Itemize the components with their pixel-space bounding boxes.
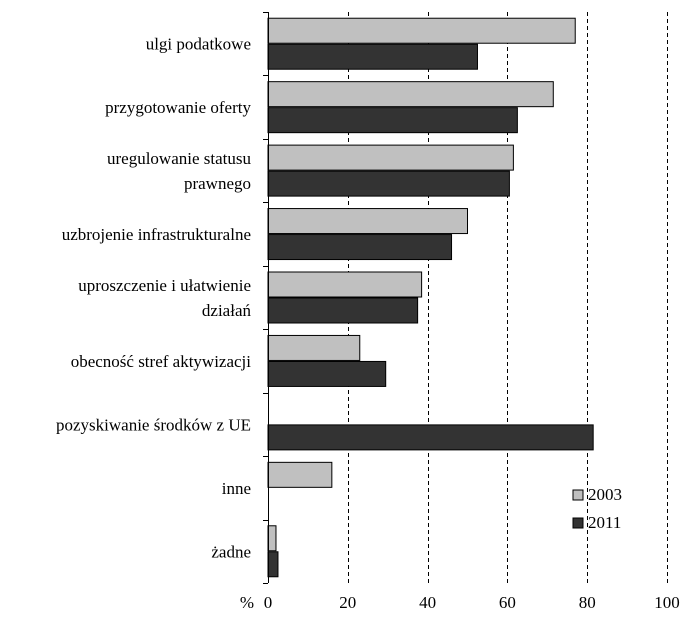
category-label-8: żadne: [211, 542, 251, 561]
x-tick-label-20: 20: [339, 593, 356, 612]
legend-swatch-2011: [572, 517, 584, 529]
category-label-2-line1: prawnego: [184, 174, 251, 193]
category-label-3: uzbrojenie infrastrukturalne: [62, 225, 251, 244]
category-label-4-line0: uproszczenie i ułatwienie: [78, 276, 251, 295]
bar-2011-5: [267, 360, 387, 387]
legend-label-2011: 2011: [588, 513, 621, 532]
category-labels: ulgi podatkowe przygotowanie oferty uregul…: [56, 35, 251, 562]
bar-2011-1: [267, 107, 518, 134]
category-label-1: przygotowanie oferty: [105, 98, 251, 117]
bar-2011-0: [267, 43, 478, 70]
bar-2003-8: [267, 525, 277, 552]
category-label-4-line1: działań: [202, 301, 252, 320]
legend-swatch-2003: [572, 489, 584, 501]
y-axis: [263, 12, 269, 584]
bar-2003-7: [267, 461, 333, 488]
x-axis-unit: %: [240, 593, 254, 612]
x-tick-label-80: 80: [579, 593, 596, 612]
x-tick-label-40: 40: [419, 593, 436, 612]
bar-2003-1: [267, 81, 554, 108]
x-tick-label-60: 60: [499, 593, 516, 612]
bar-2011-6: [267, 424, 594, 451]
bar-2011-8: [267, 551, 279, 578]
category-label-7: inne: [222, 479, 251, 498]
bar-2003-0: [267, 17, 576, 44]
x-tick-label-0: 0: [264, 593, 273, 612]
bar-2011-3: [267, 234, 453, 261]
category-label-0: ulgi podatkowe: [146, 35, 251, 54]
category-label-2-line0: uregulowanie statusu: [107, 149, 251, 168]
bar-2011-2: [267, 170, 510, 197]
bar-2003-2: [267, 144, 514, 171]
bar-2003-3: [267, 208, 468, 235]
bars: [267, 17, 594, 578]
legend: 2003 2011: [572, 485, 622, 532]
category-label-5: obecność stref aktywizacji: [71, 352, 252, 371]
x-tick-labels: 0 20 40 60 80 100%: [240, 593, 680, 612]
x-tick-label-100: 100: [654, 593, 680, 612]
legend-label-2003: 2003: [588, 485, 622, 504]
category-label-6: pozyskiwanie środków z UE: [56, 415, 251, 434]
bar-2003-5: [267, 334, 361, 361]
bar-2003-4: [267, 271, 423, 298]
bar-2011-4: [267, 297, 419, 324]
